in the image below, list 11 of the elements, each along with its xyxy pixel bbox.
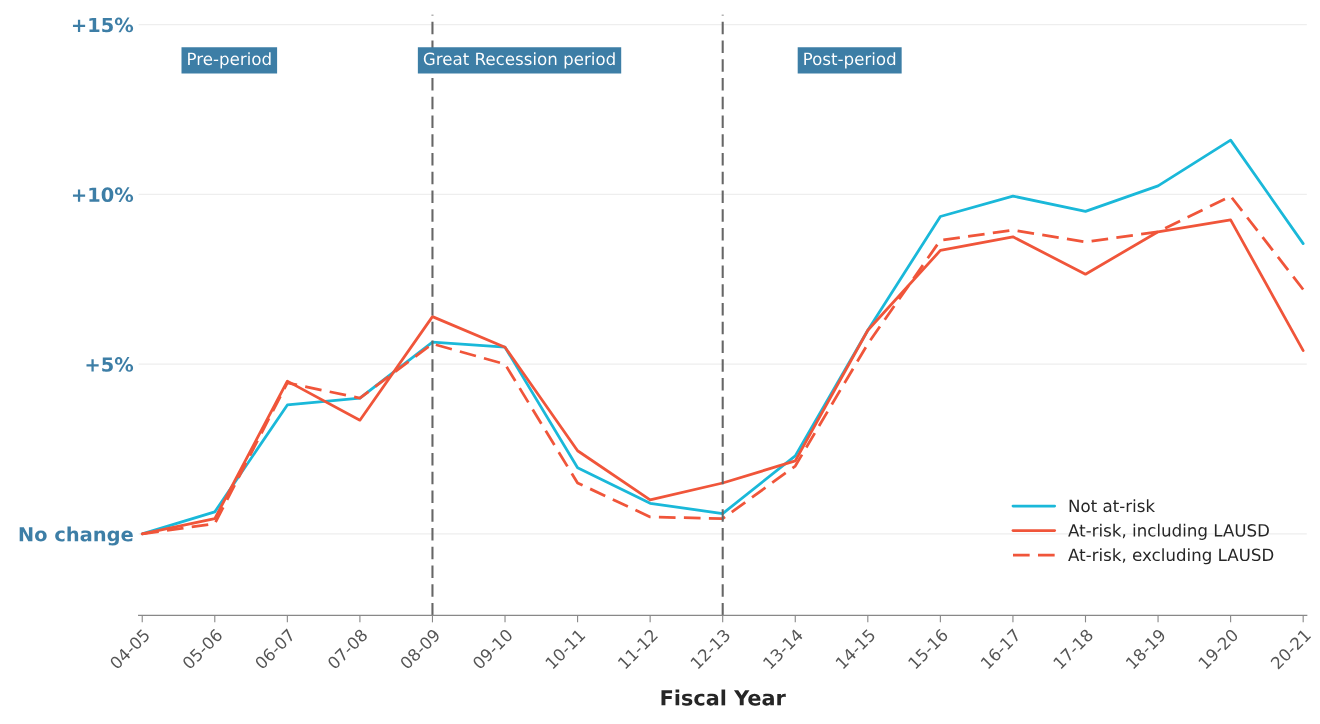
legend-label: Not at-risk: [1069, 499, 1156, 513]
legend-label: At-risk, including LAUSD: [1068, 523, 1269, 540]
annotation: Pre-period: [188, 52, 271, 69]
y-tick-label: +5%: [86, 357, 134, 372]
annotation: Great Recession period: [423, 52, 615, 69]
annotation: Post-period: [804, 52, 896, 69]
x-axis-title: Fiscal Year: [661, 689, 786, 706]
y-tick-label: +15%: [72, 17, 134, 33]
y-tick-label: No change: [19, 526, 133, 546]
y-tick-label: +10%: [72, 187, 134, 203]
legend-label: At-risk, excluding LAUSD: [1068, 548, 1274, 565]
